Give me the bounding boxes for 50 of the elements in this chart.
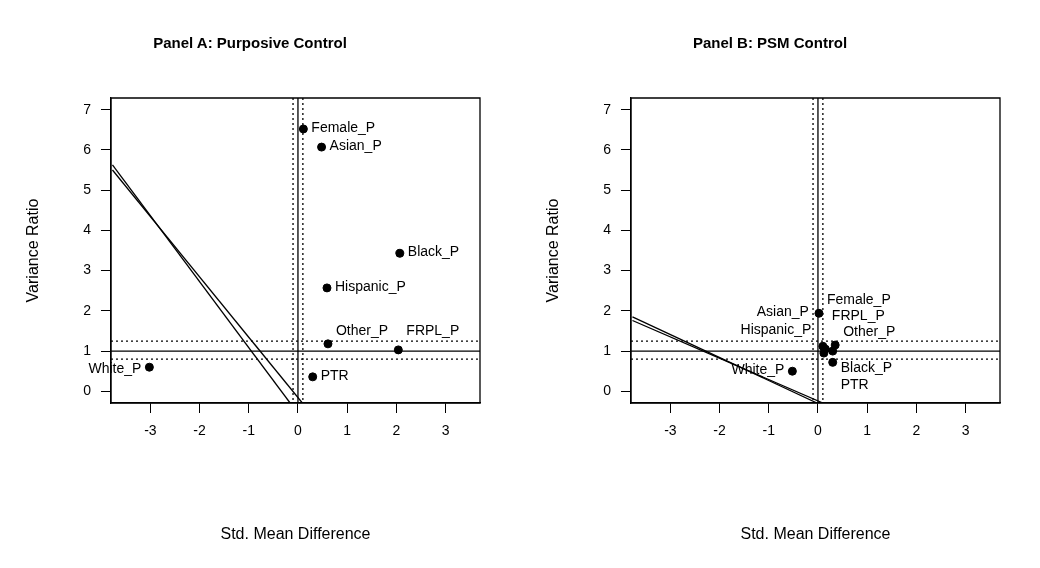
- y-tick-label: 1: [603, 341, 612, 358]
- x-tick-label: 2: [912, 422, 921, 439]
- x-axis-title: Std. Mean Difference: [220, 524, 371, 542]
- x-tick-label: -1: [242, 422, 256, 439]
- y-tick-label: 3: [603, 261, 612, 278]
- annotation: Female_P: [826, 291, 891, 308]
- x-tick-label: -2: [193, 422, 206, 439]
- annotation: PTR: [840, 376, 869, 393]
- y-tick-label: 7: [83, 100, 92, 117]
- annotation: Hispanic_P: [740, 320, 812, 337]
- y-tick-label: 5: [83, 181, 92, 197]
- annotation: Female_P: [311, 118, 376, 135]
- y-tick-label: 0: [603, 382, 612, 399]
- y-tick-label: 2: [603, 301, 612, 318]
- annotation: Hispanic_P: [334, 277, 406, 294]
- annotation: PTR: [320, 366, 349, 383]
- x-tick-label: -3: [144, 422, 157, 439]
- chart-title: Panel A: Purposive Control: [153, 34, 347, 52]
- annotation: Asian_P: [329, 136, 382, 153]
- y-axis-title: Variance Ratio: [544, 198, 562, 303]
- x-tick-label: -2: [713, 422, 726, 439]
- y-tick-label: 4: [603, 221, 612, 238]
- y-tick-label: 2: [83, 301, 92, 318]
- annotation: FRPL_P: [406, 321, 460, 338]
- y-tick-label: 3: [83, 261, 92, 278]
- y-tick-label: 1: [83, 341, 92, 358]
- x-tick-label: 0: [294, 422, 303, 439]
- x-tick-label: 3: [441, 422, 450, 439]
- x-tick-label: -1: [762, 422, 776, 439]
- annotation: Other_P: [335, 321, 389, 338]
- y-tick-label: 7: [603, 100, 612, 117]
- annotation: Black_P: [407, 243, 460, 260]
- x-tick-label: 1: [343, 422, 352, 439]
- y-axis-title: Variance Ratio: [24, 198, 42, 303]
- annotation: Black_P: [840, 358, 893, 375]
- y-tick-label: 6: [603, 140, 612, 157]
- annotation: Other_P: [843, 322, 896, 339]
- x-tick-label: 2: [392, 422, 401, 439]
- annotation: FRPL_P: [831, 306, 885, 323]
- x-tick-label: 0: [814, 422, 823, 439]
- y-tick-label: 5: [603, 181, 612, 197]
- y-tick-label: 6: [83, 140, 92, 157]
- x-tick-label: -3: [664, 422, 677, 439]
- x-tick-label: 1: [863, 422, 872, 439]
- x-tick-label: 3: [961, 422, 970, 439]
- y-tick-label: 0: [83, 382, 92, 399]
- annotation: Asian_P: [756, 303, 809, 320]
- chart-title: Panel B: PSM Control: [692, 34, 848, 52]
- x-axis-title: Std. Mean Difference: [740, 524, 891, 542]
- y-tick-label: 4: [83, 221, 92, 238]
